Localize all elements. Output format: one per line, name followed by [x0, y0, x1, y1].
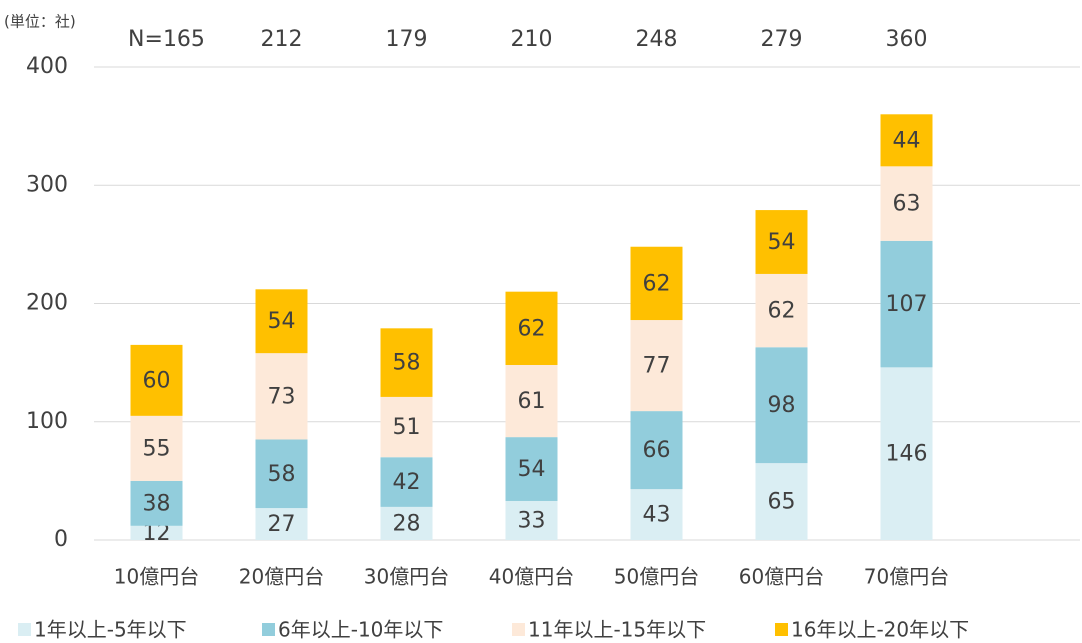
total-label: 212: [261, 27, 303, 52]
y-tick-label: 300: [26, 172, 68, 197]
unit-label: (単位：社): [4, 13, 76, 31]
total-label: 360: [886, 27, 928, 52]
bar-segment: [755, 210, 808, 274]
legend-swatch: [262, 623, 275, 636]
data-label: 55: [143, 436, 171, 461]
bar-segment: [880, 367, 933, 540]
bar-segment: [755, 273, 808, 348]
bar-segment: [630, 320, 683, 412]
bar-segment: [880, 114, 933, 167]
data-label: 65: [768, 490, 796, 515]
data-label: 54: [768, 230, 796, 255]
x-tick-label: 30億円台: [364, 565, 449, 589]
data-label: 62: [643, 271, 671, 296]
data-label: 77: [643, 354, 671, 379]
data-label: 58: [393, 351, 421, 376]
bar-segment: [255, 289, 308, 354]
total-label: 179: [386, 27, 428, 52]
bar-segment: [630, 411, 683, 490]
total-label: N=165: [128, 27, 205, 52]
bar-segment: [505, 500, 558, 540]
x-tick-label: 40億円台: [489, 565, 574, 589]
data-label: 54: [518, 457, 546, 482]
legend-label: 11年以上-15年以下: [528, 618, 706, 642]
total-label: 210: [511, 27, 553, 52]
y-tick-label: 400: [26, 54, 68, 79]
x-tick-label: 20億円台: [239, 565, 324, 589]
data-label: 66: [643, 438, 671, 463]
bar-segment: [130, 415, 183, 481]
bar-segment: [255, 353, 308, 440]
data-label: 62: [768, 299, 796, 324]
bar-segment: [130, 525, 183, 540]
bar-segment: [380, 506, 433, 540]
x-tick-label: 10億円台: [114, 565, 199, 589]
data-label: 63: [893, 192, 921, 217]
bar-segment: [255, 508, 308, 540]
bar-segment: [630, 246, 683, 321]
data-label: 28: [393, 511, 421, 536]
data-label: 146: [886, 442, 928, 467]
data-label: 38: [143, 491, 171, 516]
bar-segment: [255, 439, 308, 509]
data-label: 44: [893, 128, 921, 153]
legend-swatch: [18, 623, 31, 636]
x-tick-label: 50億円台: [614, 565, 699, 589]
data-label: 62: [518, 316, 546, 341]
total-label: 279: [761, 27, 803, 52]
legend-swatch: [512, 623, 525, 636]
total-label: 248: [636, 27, 678, 52]
legend-swatch: [775, 623, 788, 636]
data-label: 73: [268, 384, 296, 409]
bar-segment: [380, 328, 433, 397]
bar-segment: [505, 291, 558, 365]
data-label: 60: [143, 368, 171, 393]
data-label: 107: [886, 292, 928, 317]
y-tick-label: 100: [26, 409, 68, 434]
bar-segment: [630, 489, 683, 540]
y-tick-label: 200: [26, 291, 68, 316]
data-label: 58: [268, 462, 296, 487]
y-tick-label: 0: [54, 527, 68, 552]
bar-segment: [755, 347, 808, 464]
x-tick-label: 70億円台: [864, 565, 949, 589]
bar-segment: [880, 166, 933, 241]
bar-segment: [130, 480, 183, 526]
bar-segment: [130, 344, 183, 416]
legend-label: 6年以上-10年以下: [278, 618, 443, 642]
data-label: 27: [268, 512, 296, 537]
data-label: 43: [643, 503, 671, 528]
data-label: 42: [393, 470, 421, 495]
bar-segment: [505, 364, 558, 438]
bar-segment: [880, 240, 933, 368]
data-label: 98: [768, 393, 796, 418]
data-label: 61: [518, 389, 546, 414]
x-tick-label: 60億円台: [739, 565, 824, 589]
bar-segment: [505, 437, 558, 501]
legend-label: 1年以上-5年以下: [34, 618, 187, 642]
bar-segment: [380, 396, 433, 458]
data-label: 33: [518, 508, 546, 533]
data-label: 51: [393, 415, 421, 440]
bar-segment: [380, 457, 433, 507]
legend-label: 16年以上-20年以下: [791, 618, 969, 642]
data-label: 54: [268, 309, 296, 334]
bar-segment: [755, 463, 808, 540]
